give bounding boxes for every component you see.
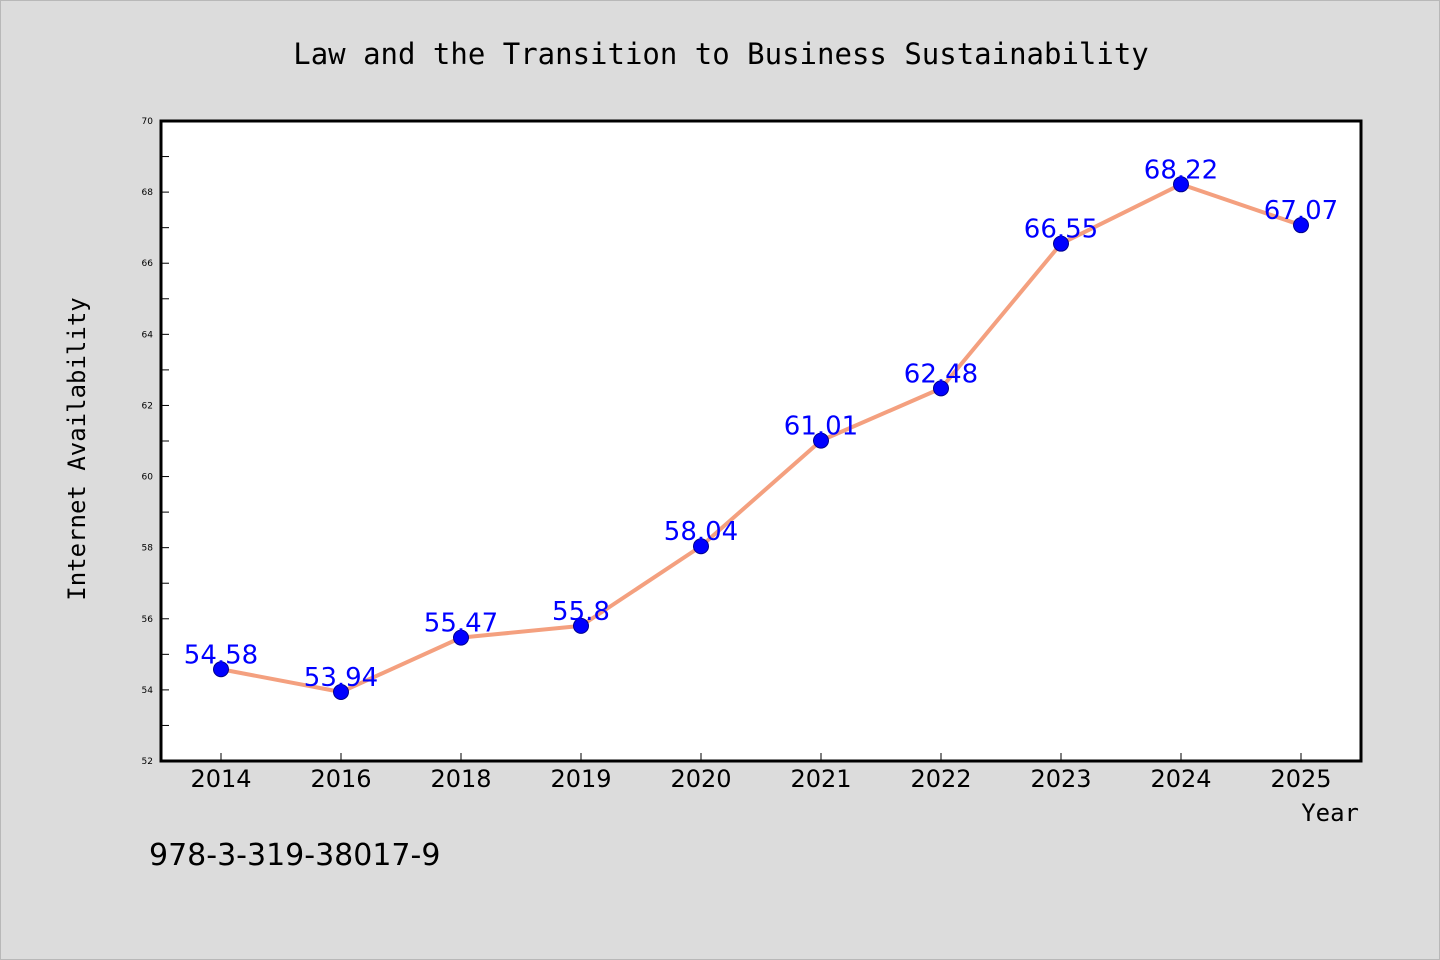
plot-area	[159, 119, 1363, 763]
y-tick-label: 56	[142, 615, 154, 625]
data-point-label: 54.58	[184, 640, 258, 670]
data-point-marker	[453, 629, 469, 646]
data-point-marker	[333, 684, 349, 701]
x-tick-label: 2014	[190, 765, 251, 793]
data-point-label: 53.94	[304, 663, 378, 693]
data-labels: 54.58 53.94 55.47 55.8 58.04 61.01 62.48 66.55 6…	[184, 155, 1338, 693]
x-tick-label: 2021	[790, 765, 851, 793]
data-point-marker	[1293, 217, 1309, 234]
x-tick-label: 2016	[310, 765, 371, 793]
data-point-label: 66.55	[1024, 215, 1098, 245]
data-point-marker	[813, 432, 829, 449]
data-point-marker	[1173, 176, 1189, 193]
data-point-marker	[933, 380, 949, 397]
y-tick-label: 68	[142, 188, 154, 198]
x-tick-label: 2025	[1270, 765, 1331, 793]
data-point-marker	[1053, 235, 1069, 252]
y-tick-label: 60	[142, 473, 154, 483]
data-point-marker	[693, 538, 709, 555]
data-point-label: 58.04	[664, 517, 738, 547]
data-point-marker	[573, 617, 589, 634]
y-axis: 52 54 56 58 60 62 64 66 68 70	[142, 117, 169, 767]
data-point-label: 68.22	[1144, 155, 1218, 185]
x-tick-label: 2023	[1030, 765, 1091, 793]
y-tick-label: 58	[142, 544, 154, 554]
series-markers	[213, 176, 1309, 701]
x-axis: 2014 2016 2018 2019 2020 2021 2022 2023 2024 2025	[190, 753, 1332, 793]
y-tick-label: 64	[142, 330, 154, 340]
y-axis-title: Internet Availability	[63, 297, 91, 600]
data-point-label: 61.01	[784, 412, 858, 442]
x-tick-label: 2024	[1150, 765, 1211, 793]
y-tick-label: 52	[142, 757, 153, 767]
isbn-footnote: 978-3-319-38017-9	[149, 838, 440, 873]
x-tick-label: 2022	[910, 765, 971, 793]
data-point-label: 55.8	[552, 597, 610, 627]
data-point-marker	[213, 661, 229, 678]
series-line	[220, 182, 1302, 695]
x-tick-label: 2018	[430, 765, 491, 793]
x-axis-title: Year	[1301, 799, 1359, 827]
y-tick-label: 70	[142, 117, 154, 127]
chart-title: Law and the Transition to Business Susta…	[293, 37, 1149, 71]
y-tick-label: 66	[142, 259, 154, 269]
x-tick-label: 2020	[670, 765, 731, 793]
y-tick-label: 62	[142, 401, 153, 411]
data-point-label: 67.07	[1264, 196, 1338, 226]
data-point-label: 62.48	[904, 359, 978, 389]
series-line-path	[220, 182, 1302, 695]
data-point-label: 55.47	[424, 609, 498, 639]
x-tick-label: 2019	[550, 765, 611, 793]
y-tick-label: 54	[142, 686, 154, 696]
